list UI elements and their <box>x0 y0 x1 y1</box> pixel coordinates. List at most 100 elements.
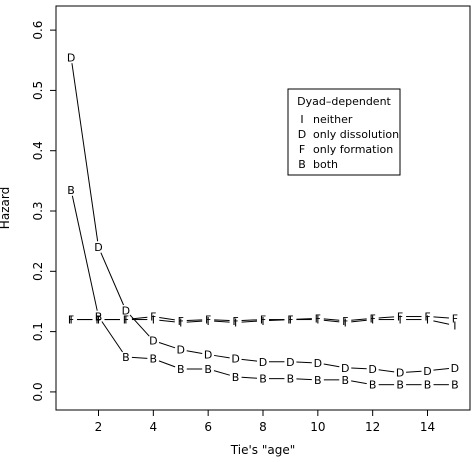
y-axis-title: Hazard <box>0 187 12 229</box>
series-F-segment <box>214 319 230 321</box>
y-tick-label: 0.6 <box>31 21 45 40</box>
series-B-segment <box>158 360 176 368</box>
series-F-segment <box>131 316 148 320</box>
series-D-point: D <box>396 367 404 380</box>
series-F-point: F <box>205 314 211 327</box>
series-D-point: D <box>177 344 185 357</box>
series-D-segment <box>378 369 395 373</box>
series-D-segment <box>241 358 258 362</box>
series-D-segment <box>158 342 176 349</box>
series-F-point: F <box>95 314 101 327</box>
x-tick-label: 10 <box>310 420 325 434</box>
series-B-point: B <box>177 363 185 376</box>
series-F-point: F <box>342 315 348 328</box>
series-I-segment <box>433 320 450 325</box>
y-tick-label: 0.2 <box>31 262 45 281</box>
series-B: B B B B B B B B B B B B B B B <box>67 184 458 392</box>
series-I-point: I <box>344 317 347 330</box>
series-D-point: D <box>94 241 102 254</box>
legend-symbol: F <box>299 143 305 156</box>
series-D-segment <box>214 354 230 359</box>
legend-box <box>287 88 401 176</box>
series-B-segment <box>131 356 148 359</box>
series-D-point: D <box>122 305 130 318</box>
series-I-point: I <box>179 317 182 330</box>
series-F-point: F <box>178 315 184 328</box>
series-I-segment <box>351 319 367 323</box>
series-I-point: I <box>371 314 374 327</box>
y-tick-label: 0.3 <box>31 201 45 220</box>
y-tick-label: 0.4 <box>31 141 45 160</box>
series-F-point: F <box>232 315 238 328</box>
series-D-point: D <box>67 51 75 64</box>
series-D-segment <box>296 361 312 364</box>
legend-symbol: D <box>298 128 306 141</box>
series-D-point: D <box>341 362 349 375</box>
series-B-point: B <box>369 379 377 392</box>
series-I-point: I <box>207 315 210 328</box>
series-B-point: B <box>122 351 130 364</box>
series-F-point: F <box>397 311 403 324</box>
legend-label: both <box>313 158 338 171</box>
series-F-segment <box>351 318 367 321</box>
series-D-segment <box>186 350 203 354</box>
x-tick-label: 4 <box>150 420 158 434</box>
series-B-point: B <box>451 379 459 392</box>
series-F-segment <box>186 319 203 321</box>
series-D-segment <box>100 252 124 306</box>
series-I-point: I <box>69 314 72 327</box>
series-D-point: D <box>149 335 157 348</box>
series-I-point: I <box>316 314 319 327</box>
series-D-point: D <box>231 353 239 366</box>
x-axis: 2 4 6 8 10 12 14 <box>95 410 435 434</box>
x-tick-label: 8 <box>259 420 267 434</box>
series-I-segment <box>159 319 175 323</box>
legend-label: only dissolution <box>313 128 399 141</box>
plot-frame <box>55 5 471 411</box>
legend-title: Dyad–dependent <box>297 95 391 108</box>
series-F-point: F <box>150 311 156 324</box>
series-I-segment <box>214 320 230 323</box>
x-tick-label: 12 <box>365 420 380 434</box>
series-B-point: B <box>67 184 75 197</box>
series-I-segment <box>186 320 203 323</box>
series-B-segment <box>71 195 98 311</box>
series-F-point: F <box>68 314 74 327</box>
series-D-point: D <box>314 357 322 370</box>
legend-symbol: B <box>298 158 306 171</box>
series-D-point: D <box>286 356 294 369</box>
series-I-point: I <box>97 314 100 327</box>
series-F-segment <box>433 316 449 319</box>
x-tick-label: 6 <box>204 420 212 434</box>
series-B-point: B <box>259 373 267 386</box>
x-axis-title: Tie's "age" <box>230 443 295 457</box>
series-B-point: B <box>95 311 103 324</box>
x-tick-label: 14 <box>420 420 435 434</box>
series-D-point: D <box>451 362 459 375</box>
series-D-segment <box>323 363 340 368</box>
y-tick-label: 0.1 <box>31 322 45 341</box>
series-F-point: F <box>315 312 321 325</box>
series-B-segment <box>101 321 123 353</box>
series-I-segment <box>241 320 258 323</box>
series-I-point: I <box>152 314 155 327</box>
series-I-point: I <box>234 317 237 330</box>
series-I-point: I <box>426 314 429 327</box>
series-I-segment <box>323 319 340 323</box>
series-B-point: B <box>341 374 349 387</box>
series-F-segment <box>241 319 258 321</box>
series-I-point: I <box>289 314 292 327</box>
legend-label: only formation <box>313 143 393 156</box>
series-F-segment <box>296 318 312 320</box>
series-D-segment <box>351 367 367 370</box>
series-F-point: F <box>424 311 430 324</box>
series-I-point: I <box>124 314 127 327</box>
legend-label: neither <box>313 113 353 126</box>
series-B-point: B <box>424 379 432 392</box>
series-B-point: B <box>204 363 212 376</box>
